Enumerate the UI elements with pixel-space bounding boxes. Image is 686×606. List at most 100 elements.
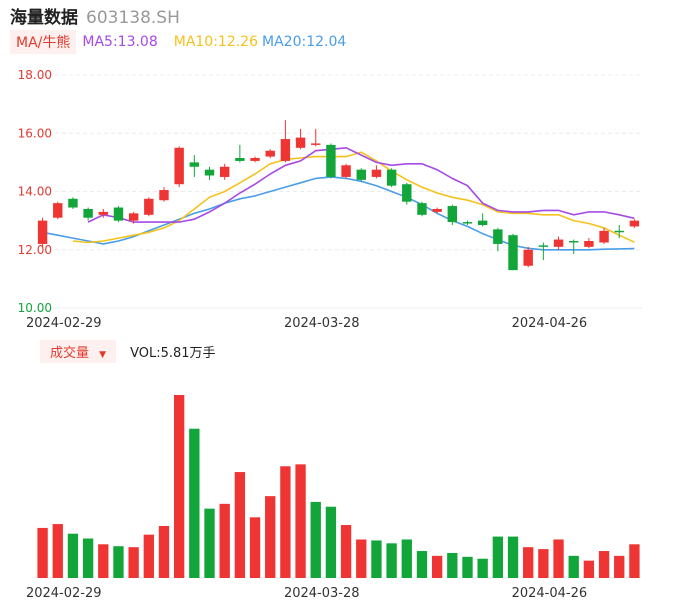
ma5-line [87,146,635,223]
volume-bar [204,508,215,578]
candle-body [113,207,124,221]
volume-bar [280,466,291,578]
candle-body [37,220,48,244]
volume-bar [416,551,428,578]
ma5-label: MA5:13.08 [82,34,158,50]
volume-date-label: 2024-03-28 [284,586,360,601]
volume-bar [52,524,63,578]
stock-code: 603138.SH [86,8,180,28]
candle-body [189,162,200,167]
volume-bar [371,540,382,578]
candle-body [128,213,139,221]
candle-body [341,165,351,177]
volume-bar [143,534,154,578]
candle-body [83,208,93,218]
candle-body [523,249,533,266]
volume-value-label: VOL:5.81万手 [130,345,216,361]
ma-legend: MA/牛熊 MA5:13.08 MA10:12.26 MA20:12.04 [10,30,350,54]
volume-bar [538,549,549,578]
ma-bull-bear-button[interactable]: MA/牛熊 [10,30,77,54]
candle-body [68,198,78,208]
price-tick-label: 18.00 [18,68,52,82]
candle-body [159,190,169,201]
volume-bar [356,539,367,578]
stock-name: 海量数据 [10,8,78,28]
candle-body [447,206,458,223]
volume-bar [614,555,625,578]
candle-body [614,230,624,233]
price-tick-label: 12.00 [18,243,52,257]
volume-legend: 成交量 ▼ VOL:5.81万手 [40,339,216,363]
volume-bar [128,547,139,578]
volume-bar [401,539,412,578]
candle-body [174,147,184,185]
candle-body [508,235,518,271]
volume-bar [219,503,230,578]
candle-body [569,241,579,243]
candle-body [356,169,366,180]
candle-body [53,203,63,218]
volume-bar [82,538,94,578]
price-date-label: 2024-02-29 [26,316,102,331]
candle-body [493,229,503,244]
candle-body [432,208,442,212]
volume-bar [98,544,109,578]
ma10-label: MA10:12.26 [173,34,259,50]
price-tick-label: 14.00 [18,185,52,199]
price-tick-label: 10.00 [18,301,52,315]
stock-header: 海量数据 603138.SH [10,3,180,28]
candle-body [98,211,108,215]
candle-body [235,158,245,161]
volume-bar [431,555,443,578]
volume-bar [158,525,170,578]
volume-bar [295,464,306,578]
volume-bar [447,552,458,578]
volume-bar [67,533,79,578]
ma20-label: MA20:12.04 [262,34,347,50]
candle-body [386,169,397,186]
volume-bar [249,517,261,578]
candle-body [599,230,609,243]
volume-bar [629,544,640,578]
ma10-line [72,151,635,244]
candle-body [584,241,594,247]
volume-bar [507,536,519,578]
candle-body [219,166,230,177]
volume-bar [340,525,352,578]
price-date-label: 2024-03-28 [284,316,360,331]
volume-bar [325,506,337,578]
price-date-label: 2024-04-26 [512,316,588,331]
volume-bar [492,536,503,578]
volume-bar [523,547,534,578]
candle-body [402,184,412,202]
candle-body [280,139,291,161]
volume-bar [37,527,48,578]
price-tick-label: 16.00 [18,126,52,140]
candle-body [311,143,321,145]
volume-date-label: 2024-04-26 [512,586,588,601]
candle-body [629,220,640,227]
volume-indicator-label: 成交量 [50,345,90,361]
volume-indicator-button[interactable]: 成交量 ▼ [40,339,117,363]
volume-date-label: 2024-02-29 [26,586,102,601]
volume-bar [568,555,579,578]
candle-body [553,239,564,247]
volume-bar [189,428,200,578]
volume-bar [598,551,610,578]
volume-bar [583,560,595,578]
candle-body [250,158,260,161]
volume-bar [477,558,488,578]
volume-bar [265,496,276,578]
chevron-down-icon: ▼ [99,349,107,360]
candle-body [265,150,275,157]
candle-body [295,137,306,148]
candle-body [326,144,336,177]
volume-bar [310,501,321,578]
candle-body [462,222,473,224]
volume-bar [386,543,397,578]
candle-body [204,169,215,176]
volume-bar [113,546,124,578]
volume-bar [234,472,246,578]
volume-bar [174,395,185,578]
